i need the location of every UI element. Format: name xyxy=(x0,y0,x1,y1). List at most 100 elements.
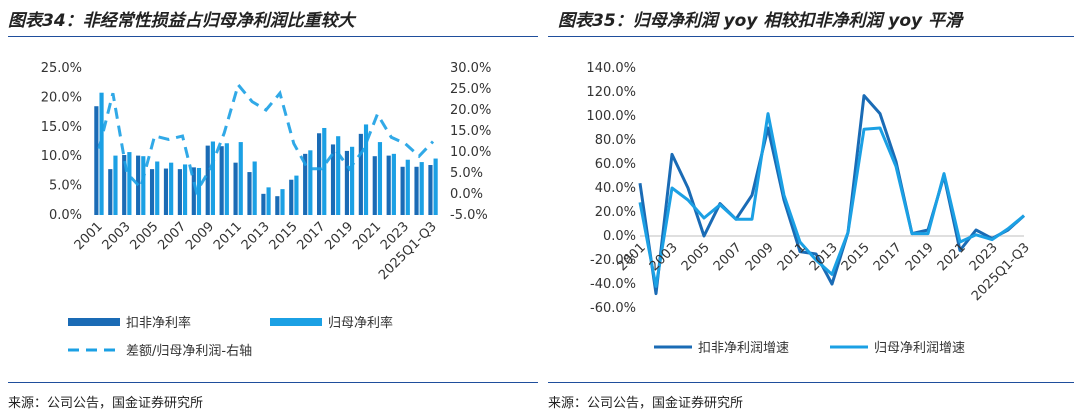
x-axis-tick-label: 2017 xyxy=(871,240,905,274)
x-axis-tick-label: 2003 xyxy=(647,240,681,274)
y-axis-tick-label: -20.0% xyxy=(590,253,636,268)
y-axis-tick-label: 120.0% xyxy=(586,85,636,100)
x-axis-tick-label: 2005 xyxy=(127,219,161,253)
bar-kf-net-margin xyxy=(163,168,169,215)
bar-kf-net-margin xyxy=(317,133,322,215)
left-chart: 25.0% 20.0% 15.0% 10.0% 5.0% 0.0% 30.0% 25.0% 20… xyxy=(41,61,492,359)
bar-kf-net-margin xyxy=(149,169,155,215)
x-axis-tick-label: 2013 xyxy=(239,219,273,253)
right-source-note: 来源：公司公告，国金证券研究所 xyxy=(548,396,744,411)
bar-parent-net-margin xyxy=(155,161,160,215)
bar-kf-net-margin xyxy=(400,166,405,215)
bar-kf-net-margin xyxy=(191,167,196,215)
x-axis-tick-label: 2011 xyxy=(211,219,245,253)
bar-parent-net-margin xyxy=(433,158,438,215)
bar-kf-net-margin xyxy=(247,172,252,215)
bar-parent-net-margin xyxy=(308,150,313,215)
right-axis-tick-label: 30.0% xyxy=(450,61,491,76)
bar-kf-net-margin xyxy=(275,196,280,215)
y-axis-tick-label: 20.0% xyxy=(595,205,636,220)
bar-kf-net-margin xyxy=(177,169,182,215)
line-difference-ratio xyxy=(97,81,435,196)
bar-kf-net-margin xyxy=(372,156,377,215)
bar-kf-net-margin xyxy=(358,133,363,215)
bar-kf-net-margin xyxy=(303,153,308,215)
x-axis-tick-label: 2001 xyxy=(615,240,649,274)
right-title-rule xyxy=(548,36,1074,37)
bar-kf-net-margin xyxy=(261,193,266,215)
right-axis-tick-label: 25.0% xyxy=(450,82,491,97)
left-title-rule xyxy=(8,36,538,37)
bar-parent-net-margin xyxy=(363,124,369,215)
y-axis-tick-label: 140.0% xyxy=(586,61,636,76)
bar-kf-net-margin xyxy=(122,155,127,215)
bar-kf-net-margin xyxy=(428,165,433,215)
bar-parent-net-margin xyxy=(224,143,229,215)
legend-swatch-parent-net-margin xyxy=(270,318,322,326)
bar-kf-net-margin xyxy=(108,169,113,215)
bar-parent-net-margin xyxy=(266,187,271,215)
x-axis-tick-label: 2009 xyxy=(183,219,217,253)
x-axis-tick-label: 2001 xyxy=(72,219,106,253)
bar-kf-net-margin xyxy=(205,145,210,215)
y-axis-tick-label: -40.0% xyxy=(590,277,636,292)
y-axis-tick-label: 100.0% xyxy=(586,109,636,124)
right-axis-tick-label: 5.0% xyxy=(450,166,483,181)
x-axis-tick-label: 2009 xyxy=(743,240,777,274)
x-axis-tick-label: 2015 xyxy=(267,219,301,253)
right-axis-tick-label: -5.0% xyxy=(450,208,488,223)
left-source-rule xyxy=(8,382,538,383)
left-axis-tick-label: 0.0% xyxy=(49,208,82,223)
x-axis-tick-label: 2007 xyxy=(155,219,189,253)
bar-parent-net-margin xyxy=(210,141,215,215)
legend-label-kf-net-margin: 扣非净利率 xyxy=(126,315,191,331)
legend-label-kf-profit-growth: 扣非净利润增速 xyxy=(698,341,789,356)
left-axis-tick-label: 15.0% xyxy=(41,120,82,135)
bar-parent-net-margin xyxy=(196,167,202,215)
right-axis-tick-label: 20.0% xyxy=(450,103,491,118)
bar-parent-net-margin xyxy=(99,92,104,215)
bar-parent-net-margin xyxy=(127,152,132,215)
left-axis-tick-label: 20.0% xyxy=(41,90,82,105)
legend-swatch-kf-net-margin xyxy=(68,318,120,326)
y-axis-tick-label: 0.0% xyxy=(603,229,636,244)
bar-kf-net-margin xyxy=(233,162,238,215)
bar-parent-net-margin xyxy=(350,146,355,215)
left-figure-title: 图表34：非经常性损益占归母净利润比重较大 xyxy=(8,11,355,31)
left-axis-tick-label: 10.0% xyxy=(41,149,82,164)
bar-kf-net-margin xyxy=(414,166,419,215)
bar-kf-net-margin xyxy=(289,179,294,215)
left-axis-tick-label: 5.0% xyxy=(49,179,82,194)
bar-parent-net-margin xyxy=(280,189,285,215)
y-axis-tick-label: -60.0% xyxy=(590,301,636,316)
line-parent-profit-growth xyxy=(638,112,1025,288)
bar-kf-net-margin xyxy=(219,146,224,215)
bar-parent-net-margin xyxy=(377,142,383,215)
x-axis-tick-label: 2007 xyxy=(711,240,745,274)
bar-parent-net-margin xyxy=(252,161,257,215)
x-axis-tick-label: 2019 xyxy=(903,240,937,274)
right-axis-tick-label: 10.0% xyxy=(450,145,491,160)
y-axis-tick-label: 40.0% xyxy=(595,181,636,196)
bar-parent-net-margin xyxy=(238,142,243,215)
x-axis-tick-label: 2017 xyxy=(295,219,329,253)
bar-parent-net-margin xyxy=(419,162,424,215)
left-source-note: 来源：公司公告，国金证券研究所 xyxy=(8,396,204,411)
right-axis-tick-label: 15.0% xyxy=(450,124,491,139)
bar-parent-net-margin xyxy=(391,153,396,215)
bar-parent-net-margin xyxy=(113,155,118,215)
right-figure-title: 图表35：归母净利润 yoy 相较扣非净利润 yoy 平滑 xyxy=(558,11,963,31)
bar-parent-net-margin xyxy=(182,164,188,215)
bar-kf-net-margin xyxy=(94,106,99,215)
right-source-rule xyxy=(548,382,1074,383)
y-axis-tick-label: 80.0% xyxy=(595,133,636,148)
x-axis-tick-label: 2003 xyxy=(100,219,134,253)
bar-kf-net-margin xyxy=(344,150,350,215)
right-axis-tick-label: 0.0% xyxy=(450,187,483,202)
y-axis-tick-label: 60.0% xyxy=(595,157,636,172)
legend-label-parent-profit-growth: 归母净利润增速 xyxy=(874,341,965,356)
x-axis-tick-label: 2005 xyxy=(679,240,713,274)
bar-parent-net-margin xyxy=(322,127,327,215)
x-axis-tick-label: 2021 xyxy=(350,219,384,253)
right-chart: 140.0% 120.0% 100.0% 80.0% 60.0% 40.0% 20.0% 0.… xyxy=(586,61,1032,356)
